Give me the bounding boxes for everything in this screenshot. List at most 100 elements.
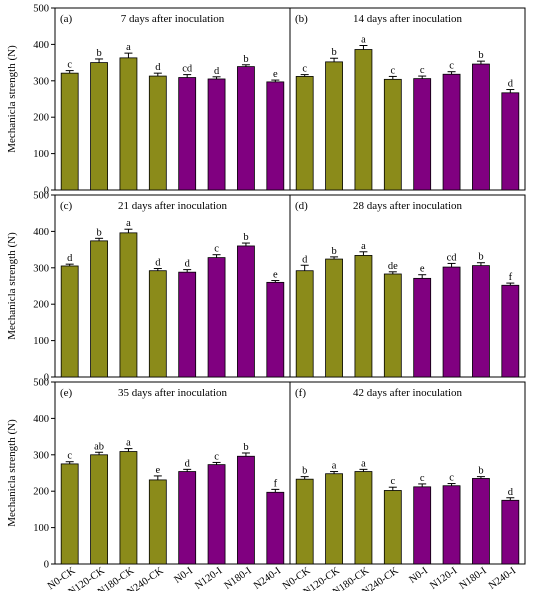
y-tick-label: 500 (33, 378, 49, 389)
significance-label: c (67, 60, 72, 71)
bar (325, 61, 343, 191)
bar (442, 485, 461, 565)
y-tick-label: 100 (33, 523, 49, 534)
significance-label: c (420, 65, 425, 76)
significance-label: c (390, 65, 395, 76)
bar (266, 281, 285, 378)
bar (207, 257, 226, 378)
bar (325, 258, 343, 378)
bar (442, 73, 461, 191)
significance-label: d (508, 79, 514, 90)
y-tick-label: 300 (33, 76, 49, 87)
bar (501, 284, 520, 378)
panel-tag: (d) (295, 200, 308, 212)
y-axis-title: Mechanicla strength (N) (6, 232, 18, 340)
panel-tag: (f) (295, 387, 306, 399)
bar (207, 78, 226, 191)
bar (354, 471, 373, 565)
panel-tag: (a) (60, 13, 73, 25)
bar (90, 240, 108, 378)
bar (90, 62, 108, 191)
bar (413, 486, 432, 565)
significance-label: d (302, 254, 308, 265)
significance-label: cd (447, 252, 458, 263)
significance-label: a (361, 458, 366, 469)
bar (60, 265, 79, 378)
bar (178, 77, 197, 191)
significance-label: b (331, 47, 336, 58)
significance-label: a (361, 34, 366, 45)
significance-label: c (214, 451, 219, 462)
significance-label: c (420, 473, 425, 484)
bar (60, 72, 79, 191)
y-tick-label: 300 (33, 450, 49, 461)
significance-label: d (508, 487, 514, 498)
y-tick-label: 500 (33, 4, 49, 15)
bar (295, 76, 314, 191)
y-axis-labels: Mechanicla strength (N) Mechanicla streng… (6, 45, 18, 527)
significance-label: a (332, 461, 337, 472)
significance-label: e (155, 465, 160, 476)
panel-title: 35 days after inoculation (118, 387, 228, 399)
bar (383, 273, 402, 378)
bar (383, 490, 402, 565)
significance-label: c (302, 64, 307, 75)
significance-label: c (449, 473, 454, 484)
bar (178, 271, 197, 378)
significance-label: b (243, 54, 248, 65)
chart-panel: 0 100 200 300 400 500 (c) 21 days after inocula… (33, 191, 291, 384)
y-tick-label: 200 (33, 300, 49, 311)
y-tick-label: 100 (33, 336, 49, 347)
chart-panel: (b) 14 days after inoculation c b a c c c b d (289, 7, 526, 191)
significance-label: c (214, 244, 219, 255)
y-tick-label: 0 (44, 373, 49, 384)
bar (90, 454, 108, 565)
bar (501, 92, 520, 191)
bar (148, 479, 167, 565)
bar (383, 78, 402, 191)
panel-tag: (e) (60, 387, 73, 399)
significance-label: ab (94, 441, 104, 452)
bar (354, 49, 373, 191)
significance-label: e (273, 270, 278, 281)
y-tick-label: 300 (33, 263, 49, 274)
bar (237, 66, 255, 191)
x-tick-label: N180-I (458, 565, 490, 591)
significance-label: d (67, 253, 73, 264)
x-tick-label: N120-I (193, 565, 225, 591)
panel-title: 42 days after inoculation (353, 387, 463, 399)
significance-label: a (126, 438, 131, 449)
x-tick-label: N240-I (487, 565, 519, 591)
significance-label: b (243, 442, 248, 453)
bar (237, 455, 255, 565)
bar (442, 266, 461, 378)
significance-label: f (509, 272, 513, 283)
y-tick-label: 500 (33, 191, 49, 202)
bar (472, 265, 490, 378)
significance-label: a (126, 42, 131, 53)
bar (148, 75, 167, 191)
bar (119, 57, 138, 191)
bar (501, 499, 520, 565)
significance-label: d (155, 62, 161, 73)
significance-label: b (96, 227, 101, 238)
bar (60, 463, 79, 565)
significance-label: d (185, 458, 191, 469)
y-tick-label: 200 (33, 487, 49, 498)
panel-title: 28 days after inoculation (353, 200, 463, 212)
panel-title: 14 days after inoculation (353, 13, 463, 25)
bar (237, 245, 255, 378)
panel-tag: (b) (295, 13, 308, 25)
significance-label: e (273, 69, 278, 80)
y-tick-label: 400 (33, 414, 49, 425)
significance-label: c (449, 61, 454, 72)
bar (413, 277, 432, 378)
y-tick-label: 0 (44, 186, 49, 197)
chart-panel: 0 100 200 300 400 500 (e) 35 days after inocula… (33, 378, 291, 571)
significance-label: c (390, 476, 395, 487)
chart-panel: 0 100 200 300 400 500 (a) 7 days after inoculat… (33, 4, 291, 197)
significance-label: d (155, 258, 161, 269)
y-axis-title: Mechanicla strength (N) (6, 419, 18, 527)
bar (266, 491, 285, 565)
